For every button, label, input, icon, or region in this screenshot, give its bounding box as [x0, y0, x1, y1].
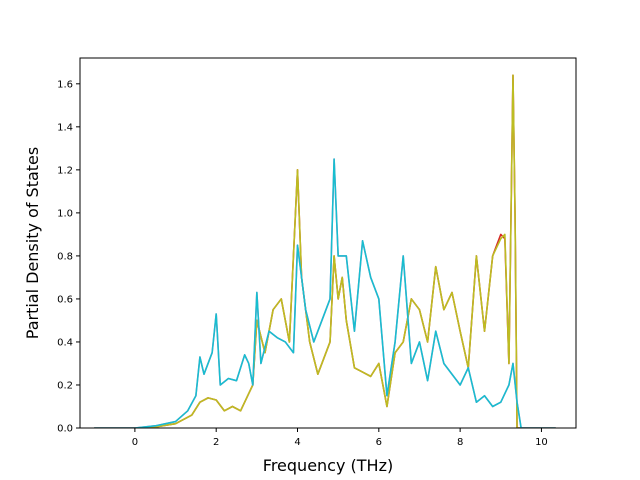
x-tick-label: 6: [376, 437, 382, 448]
y-tick-label: 0.0: [57, 424, 73, 435]
series-line-4: [94, 158, 556, 428]
x-tick-label: 2: [213, 437, 219, 448]
x-tick-label: 0: [132, 437, 138, 448]
y-tick-label: 1.0: [57, 208, 73, 219]
y-tick-label: 0.2: [57, 380, 73, 391]
y-tick-label: 0.6: [57, 294, 73, 305]
x-ticks: 0 2 4 6 8 10: [132, 428, 548, 448]
y-tick-label: 0.4: [57, 337, 73, 348]
x-tick-label: 4: [294, 437, 300, 448]
y-axis-label: Partial Density of States: [23, 147, 42, 339]
plot-frame: [79, 57, 577, 429]
y-tick-label: 0.8: [57, 251, 73, 262]
x-axis-label: Frequency (THz): [263, 456, 393, 475]
series-line-2: [94, 74, 556, 428]
x-tick-label: 8: [457, 437, 463, 448]
y-ticks: 0.0 0.2 0.4 0.6 0.8 1.0 1.2 1.4 1.6: [57, 79, 80, 435]
y-tick-label: 1.4: [57, 122, 73, 133]
plot-area: [80, 58, 576, 428]
x-tick-label: 10: [535, 437, 548, 448]
series-layer: [94, 74, 556, 428]
y-tick-label: 1.2: [57, 165, 73, 176]
y-tick-label: 1.6: [57, 79, 73, 90]
